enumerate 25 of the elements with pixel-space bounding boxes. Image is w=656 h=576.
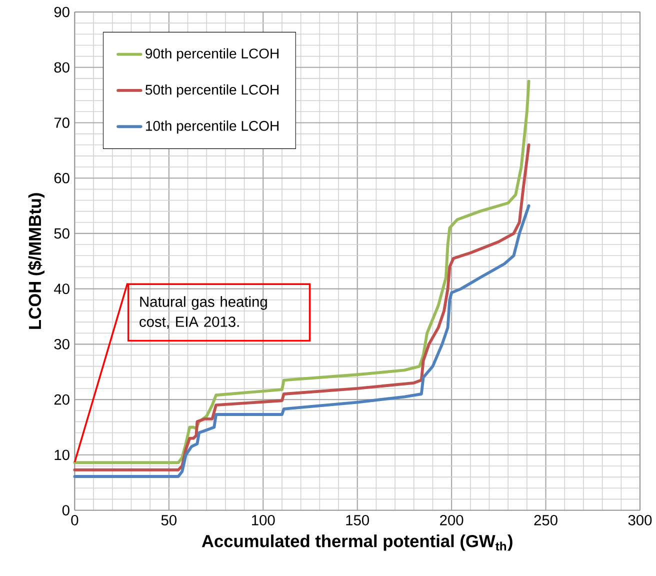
legend-label: 50th percentile LCOH bbox=[146, 84, 278, 98]
x-tick-label: 150 bbox=[346, 514, 369, 526]
y-tick-label: 70 bbox=[54, 117, 70, 128]
line-series bbox=[73, 80, 530, 464]
y-tick-label: 50 bbox=[54, 228, 70, 239]
y-tick-label: 40 bbox=[54, 284, 70, 294]
y-tick-label: 0 bbox=[62, 504, 70, 516]
y-tick-label: 10 bbox=[54, 450, 70, 460]
annotation: Natural gas heating cost, EIA 2013. bbox=[140, 296, 267, 329]
legend-label: 90th percentile LCOH bbox=[146, 48, 278, 62]
y-tick-label: 90 bbox=[54, 6, 70, 18]
x-tick-label: 50 bbox=[161, 514, 176, 526]
x-tick-label: 300 bbox=[628, 514, 652, 526]
legend-label: 10th percentile LCOH bbox=[146, 120, 278, 134]
x-tick-label: 0 bbox=[71, 514, 78, 526]
y-tick-label: 80 bbox=[54, 62, 70, 72]
x-tick-label: 100 bbox=[252, 514, 275, 526]
x-tick-label: 250 bbox=[534, 514, 558, 526]
y-axis-title: LCOH ($/MMBtu) bbox=[28, 193, 45, 329]
y-tick-label: 30 bbox=[54, 338, 70, 350]
y-tick-label: 60 bbox=[54, 172, 70, 184]
line-series bbox=[73, 143, 530, 472]
x-tick-label: 200 bbox=[440, 514, 464, 526]
x-axis-title: Accumulated thermal potential (GW$_{th}$) bbox=[202, 534, 512, 551]
y-tick-label: 20 bbox=[54, 394, 70, 405]
